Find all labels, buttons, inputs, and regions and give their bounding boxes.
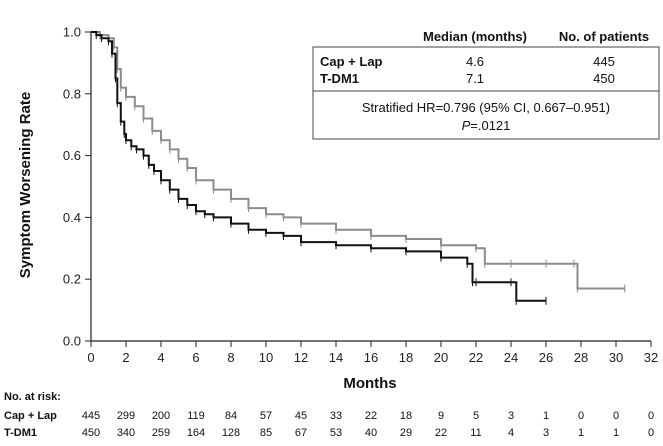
y-axis-title: Symptom Worsening Rate [17,92,34,278]
risk-value-t-dm1: 1 [613,427,619,439]
legend-hr-text: Stratified HR=0.796 (95% CI, 0.667–0.951… [362,100,610,115]
y-tick-label: 0.6 [63,148,81,163]
risk-value-cap-lap: 200 [152,410,170,422]
legend-row-median-tdm1: 7.1 [466,71,484,86]
risk-table: No. at risk: Cap + Lap T-DM1 445 299 200 11… [4,391,654,439]
risk-value-cap-lap: 0 [613,410,619,422]
legend-row-patients-tdm1: 450 [593,71,615,86]
risk-value-t-dm1: 259 [152,427,170,439]
risk-row-label-tdm1: T-DM1 [4,427,37,439]
x-axis-title: Months [343,375,396,392]
risk-value-cap-lap: 5 [473,410,479,422]
risk-value-t-dm1: 29 [400,427,412,439]
y-tick-label: 0.4 [63,210,81,225]
risk-value-t-dm1: 22 [435,427,447,439]
y-tick-labels: 0.0 0.2 0.4 0.6 0.8 1.0 [63,25,81,349]
risk-value-cap-lap: 18 [400,410,412,422]
x-tick-label: 28 [574,350,588,365]
x-tick-label: 16 [364,350,378,365]
risk-value-cap-lap: 0 [578,410,584,422]
x-tick-label: 0 [87,350,94,365]
risk-value-t-dm1: 164 [187,427,205,439]
risk-value-t-dm1: 340 [117,427,135,439]
risk-value-t-dm1: 67 [295,427,307,439]
risk-value-cap-lap: 22 [365,410,377,422]
risk-value-cap-lap: 1 [543,410,549,422]
risk-value-t-dm1: 450 [82,427,100,439]
risk-table-title: No. at risk: [4,391,61,403]
y-tick-label: 0.0 [63,334,81,349]
legend-row-median-cap-lap: 4.6 [466,54,484,69]
x-tick-label: 22 [469,350,483,365]
risk-value-t-dm1: 53 [330,427,342,439]
risk-value-t-dm1: 40 [365,427,377,439]
axes [85,31,652,347]
y-tick-label: 1.0 [63,25,81,40]
risk-value-cap-lap: 33 [330,410,342,422]
risk-value-cap-lap: 84 [225,410,237,422]
risk-value-t-dm1: 0 [648,427,654,439]
risk-value-t-dm1: 1 [578,427,584,439]
risk-value-cap-lap: 299 [117,410,135,422]
series-line-t-dm1 [91,31,625,290]
x-tick-label: 10 [259,350,273,365]
risk-value-cap-lap: 0 [648,410,654,422]
risk-value-cap-lap: 445 [82,410,100,422]
x-tick-label: 8 [227,350,234,365]
x-tick-label: 2 [122,350,129,365]
y-tick-label: 0.8 [63,86,81,101]
risk-value-cap-lap: 45 [295,410,307,422]
legend-header-median: Median (months) [423,29,527,44]
series-layer [91,31,626,305]
x-tick-label: 4 [157,350,164,365]
x-tick-label: 32 [644,350,658,365]
risk-row-label-cap-lap: Cap + Lap [4,410,57,422]
x-tick-label: 6 [192,350,199,365]
legend-header-patients: No. of patients [559,29,649,44]
x-tick-label: 24 [504,350,518,365]
legend-box [312,46,660,140]
risk-value-cap-lap: 57 [260,410,272,422]
legend-p-value: P=.0121 [462,118,511,133]
legend-row-name-cap-lap: Cap + Lap [320,54,383,69]
risk-value-t-dm1: 128 [222,427,240,439]
x-tick-label: 18 [399,350,413,365]
y-tick-label: 0.2 [63,272,81,287]
x-tick-label: 20 [434,350,448,365]
x-tick-label: 30 [609,350,623,365]
x-tick-labels: 0 2 4 6 8 10 12 14 16 18 20 22 24 26 28 30 32 [87,350,658,365]
x-tick-label: 26 [539,350,553,365]
legend: Median (months) No. of patients Cap + La… [312,29,660,140]
risk-value-t-dm1: 11 [470,427,481,439]
legend-row-name-tdm1: T-DM1 [320,71,359,86]
risk-value-t-dm1: 4 [508,427,514,439]
risk-value-cap-lap: 119 [187,410,205,422]
x-tick-label: 14 [329,350,343,365]
risk-value-t-dm1: 85 [260,427,272,439]
risk-value-t-dm1: 3 [543,427,549,439]
x-tick-label: 12 [294,350,308,365]
risk-value-cap-lap: 3 [508,410,514,422]
risk-value-cap-lap: 9 [438,410,444,422]
legend-row-patients-cap-lap: 445 [593,54,615,69]
